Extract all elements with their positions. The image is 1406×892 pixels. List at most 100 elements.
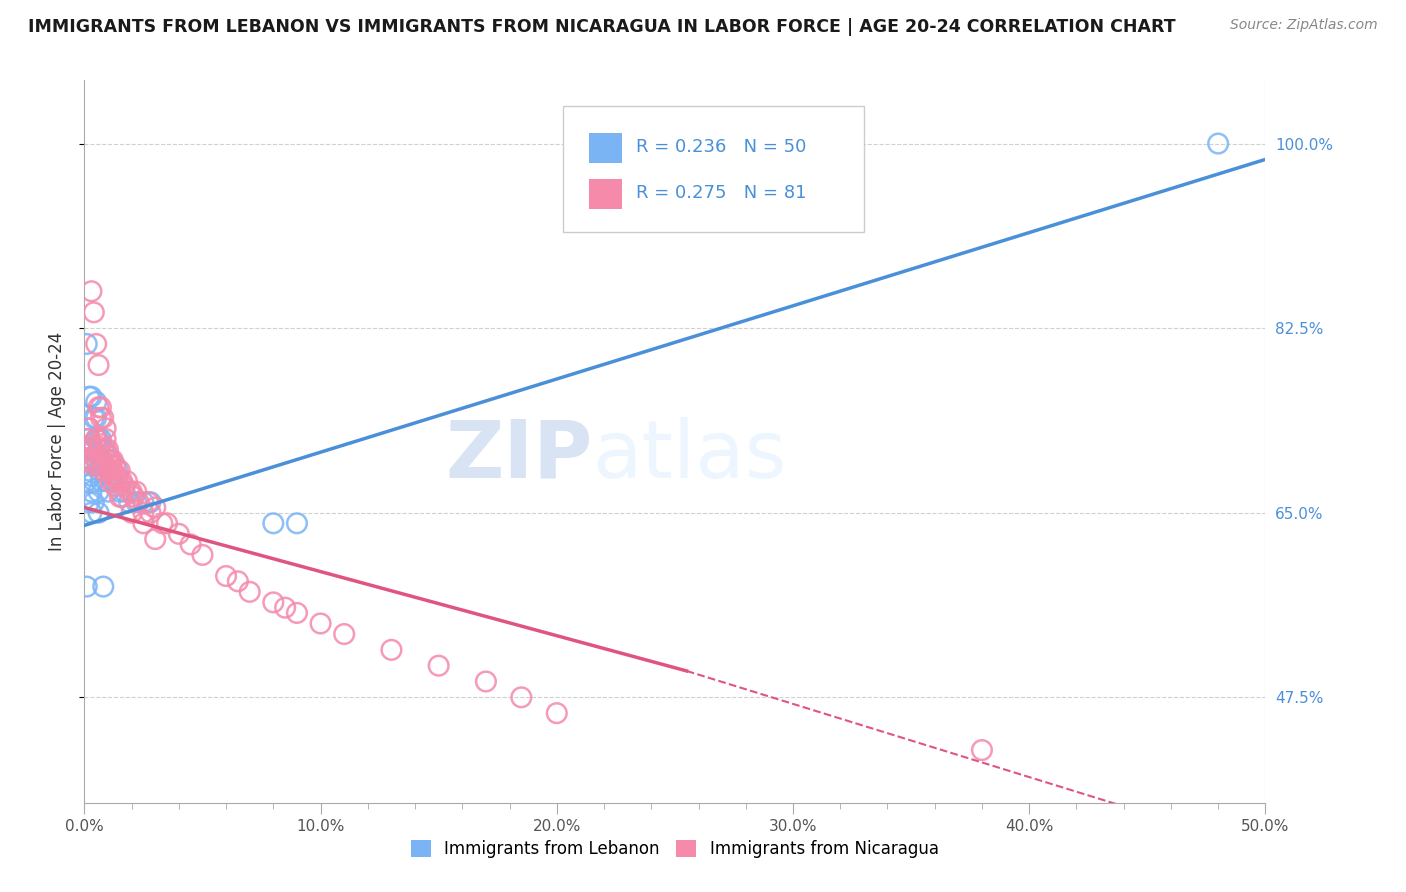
Point [274,600,297,615]
Point [114,479,136,493]
Point [125,484,148,499]
Point [80,284,103,298]
Text: IMMIGRANTS FROM LEBANON VS IMMIGRANTS FROM NICARAGUA IN LABOR FORCE | AGE 20-24 : IMMIGRANTS FROM LEBANON VS IMMIGRANTS FR… [28,18,1175,36]
Point [285,516,308,531]
Point [475,674,498,689]
Point [132,516,155,531]
Point [84,410,107,425]
Point [139,495,162,509]
Point [121,506,143,520]
Point [143,532,166,546]
Point [128,495,150,509]
Point [76,458,98,473]
Point [83,458,105,473]
Point [114,484,136,499]
Point [104,468,127,483]
Legend: Immigrants from Lebanon, Immigrants from Nicaragua: Immigrants from Lebanon, Immigrants from… [402,832,948,867]
Point [108,490,131,504]
Point [111,490,134,504]
Point [239,585,262,599]
Point [101,474,124,488]
Point [80,442,103,457]
Point [91,442,114,457]
Text: R = 0.275   N = 81: R = 0.275 N = 81 [636,184,807,202]
Point [97,464,120,478]
Point [107,474,129,488]
Point [111,474,134,488]
Point [285,606,308,620]
FancyBboxPatch shape [589,178,621,209]
Point [90,410,112,425]
Point [90,432,112,446]
Point [98,453,121,467]
Point [87,506,110,520]
Point [80,390,103,404]
Point [101,468,124,483]
Point [94,432,117,446]
Point [262,516,284,531]
Point [98,458,121,473]
Point [118,484,141,499]
Point [76,453,98,467]
Point [122,490,145,504]
Point [77,432,100,446]
Point [80,468,103,483]
Point [77,464,100,478]
Point [101,453,124,467]
Point [80,453,103,467]
Text: ZIP: ZIP [444,417,592,495]
Point [118,495,141,509]
Text: atlas: atlas [592,417,786,495]
Point [84,453,107,467]
Point [156,516,179,531]
Point [80,437,103,451]
Point [108,474,131,488]
Point [150,516,173,531]
Point [76,432,98,446]
Point [97,484,120,499]
Point [76,474,98,488]
Point [108,484,131,499]
Point [80,506,103,520]
Point [90,453,112,467]
Point [84,432,107,446]
Point [83,442,105,457]
Point [121,484,143,499]
Point [77,495,100,509]
Point [226,574,249,589]
Point [80,453,103,467]
Point [309,616,332,631]
Point [97,448,120,462]
Point [77,442,100,457]
Point [83,495,105,509]
Point [215,569,238,583]
Point [76,442,98,457]
FancyBboxPatch shape [589,133,621,163]
Point [167,526,190,541]
Point [84,395,107,409]
Point [87,401,110,415]
Point [94,442,117,457]
Point [91,580,114,594]
Point [91,464,114,478]
Point [91,464,114,478]
Point [333,627,356,641]
Point [107,468,129,483]
Point [143,500,166,515]
Point [132,495,155,509]
Point [427,658,450,673]
Point [87,432,110,446]
Point [91,410,114,425]
Point [132,506,155,520]
Point [83,410,105,425]
Point [104,458,127,473]
Point [87,442,110,457]
Text: R = 0.236   N = 50: R = 0.236 N = 50 [636,138,806,156]
Point [94,474,117,488]
Point [262,595,284,609]
Text: Source: ZipAtlas.com: Source: ZipAtlas.com [1230,18,1378,32]
Point [90,401,112,415]
Point [125,495,148,509]
Point [107,464,129,478]
Point [98,453,121,467]
